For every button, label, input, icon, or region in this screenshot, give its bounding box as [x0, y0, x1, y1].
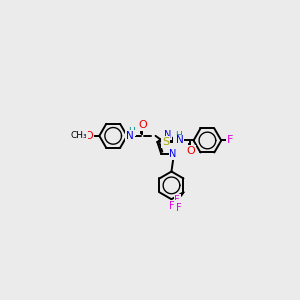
- Text: N: N: [174, 137, 182, 147]
- Text: F: F: [227, 136, 234, 146]
- Text: H: H: [176, 131, 182, 140]
- Text: F: F: [169, 201, 175, 211]
- Text: O: O: [84, 131, 93, 141]
- Text: O: O: [138, 120, 147, 130]
- Text: O: O: [186, 146, 195, 156]
- Text: N: N: [169, 149, 177, 159]
- Text: N: N: [164, 130, 171, 140]
- Text: N: N: [126, 131, 134, 141]
- Text: H: H: [128, 127, 135, 136]
- Text: CH₃: CH₃: [70, 131, 87, 140]
- Text: N: N: [176, 136, 184, 146]
- Text: S: S: [162, 137, 169, 147]
- Text: F: F: [175, 195, 180, 205]
- Text: F: F: [176, 203, 182, 213]
